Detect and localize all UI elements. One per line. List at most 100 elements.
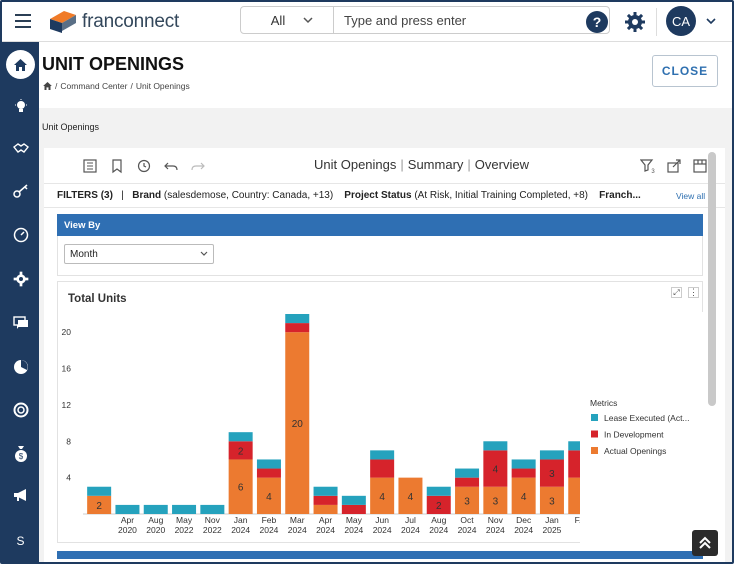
money-bag-icon[interactable]: $	[2, 438, 39, 468]
x-tick-label: 2025	[542, 525, 561, 535]
gear-icon[interactable]	[2, 264, 39, 294]
legend-entry: In Development	[604, 430, 664, 440]
help-icon[interactable]: ?	[586, 11, 608, 33]
legend-title: Metrics	[590, 398, 617, 408]
franconnect-logo-icon	[50, 11, 76, 33]
bar-segment	[398, 477, 423, 514]
history-icon[interactable]	[136, 158, 152, 174]
view-by-panel: Month	[57, 236, 703, 276]
y-tick-label: 16	[62, 364, 72, 374]
x-tick-label: 2024	[486, 525, 505, 535]
bar-segment	[455, 486, 480, 514]
handshake-icon[interactable]	[2, 133, 39, 163]
legend-swatch	[591, 430, 598, 438]
bar-segment	[539, 450, 564, 460]
legend-swatch	[591, 447, 598, 454]
megaphone-icon[interactable]	[2, 480, 39, 510]
bar-segment	[539, 486, 564, 514]
menu-icon[interactable]	[6, 6, 40, 36]
gauge-icon[interactable]	[2, 220, 39, 250]
expand-icon[interactable]: ⤢	[671, 287, 682, 298]
bar-segment	[87, 495, 112, 514]
bar-segment	[341, 504, 366, 514]
bar-segment	[483, 441, 508, 451]
bar-segment	[228, 441, 253, 460]
top-bar: franconnect All ✦ ? CA	[2, 2, 732, 42]
report-toolbar: Unit Openings | Summary | Overview 3	[44, 148, 725, 184]
search-scope-value: All	[270, 12, 286, 28]
y-tick-label: 8	[66, 436, 71, 446]
redo-icon[interactable]	[190, 158, 206, 174]
bar-segment	[115, 504, 140, 514]
data-label: 2	[96, 501, 102, 512]
lightbulb-icon[interactable]	[2, 92, 39, 122]
x-tick-label: Jul	[405, 515, 416, 525]
scroll-to-top-button[interactable]	[692, 530, 718, 556]
share-icon[interactable]	[666, 158, 682, 174]
report-card: Unit Openings | Summary | Overview 3 FIL…	[44, 148, 725, 562]
search-scope-select[interactable]: All	[241, 7, 334, 33]
sidebar-item-s[interactable]: S	[2, 526, 39, 556]
total-units-chart: 481216202Apr2020Aug2020May2022Nov202262J…	[62, 312, 704, 544]
filter-icon[interactable]: 3	[640, 158, 656, 174]
x-tick-label: Aug	[431, 515, 446, 525]
user-avatar[interactable]: CA	[666, 6, 696, 36]
undo-icon[interactable]	[163, 158, 179, 174]
bar-segment	[455, 468, 480, 478]
next-section-header	[57, 551, 703, 559]
bar-segment	[313, 504, 338, 514]
bar-segment	[87, 486, 112, 496]
bar-segment	[341, 495, 366, 505]
bar-segment	[511, 459, 536, 469]
x-tick-label: Nov	[488, 515, 504, 525]
x-tick-label: 2024	[458, 525, 477, 535]
data-label: 4	[266, 492, 272, 503]
view-by-select[interactable]: Month	[64, 244, 214, 264]
logo[interactable]: franconnect	[46, 8, 179, 36]
x-tick-label: Jan	[234, 515, 248, 525]
x-tick-label: Feb	[262, 515, 277, 525]
breadcrumb-link-command-center[interactable]: Command Center	[60, 81, 128, 91]
dashboard-icon[interactable]	[692, 158, 708, 174]
vertical-scrollbar[interactable]	[708, 152, 716, 406]
legend-entry: Actual Openings	[604, 446, 666, 456]
details-list-icon[interactable]	[82, 158, 98, 174]
bar-segment	[313, 495, 338, 505]
x-tick-label: Aug	[148, 515, 163, 525]
more-options-icon[interactable]: ⋮	[688, 287, 699, 298]
pie-icon[interactable]	[2, 352, 39, 382]
view-all-filters-link[interactable]: View all	[672, 191, 706, 201]
bar-segment	[200, 504, 225, 514]
bar-segment	[313, 486, 338, 496]
logo-text: franconnect	[82, 11, 180, 32]
view-by-header: View By	[57, 214, 703, 236]
bar-segment	[455, 477, 480, 487]
search-input[interactable]	[334, 7, 581, 33]
x-tick-label: May	[346, 515, 363, 525]
data-label: 3	[464, 496, 470, 507]
bookmark-icon[interactable]	[109, 158, 125, 174]
close-button[interactable]: CLOSE	[652, 55, 718, 87]
chart-title: Total Units	[68, 293, 127, 305]
home-icon[interactable]	[43, 82, 52, 90]
chat-icon[interactable]	[2, 308, 39, 338]
bar-segment	[228, 432, 253, 442]
bar-segment	[172, 504, 197, 514]
data-label: 4	[408, 492, 414, 503]
settings-gear-icon[interactable]	[623, 10, 647, 34]
bar-segment	[256, 477, 281, 514]
x-tick-label: 2024	[288, 525, 307, 535]
legend-background	[580, 312, 704, 544]
breadcrumb-current: Unit Openings	[135, 81, 190, 91]
home-icon[interactable]	[6, 50, 35, 79]
key-icon[interactable]	[2, 176, 39, 206]
lifebuoy-icon[interactable]	[2, 395, 39, 425]
chevron-down-icon[interactable]	[705, 15, 717, 27]
bar-segment	[256, 468, 281, 478]
x-tick-label: Mar	[290, 515, 305, 525]
double-chevron-up-icon	[699, 536, 711, 549]
topbar-divider	[656, 8, 657, 36]
filter-status-label: Project Status	[344, 190, 412, 201]
bar-segment	[483, 486, 508, 514]
